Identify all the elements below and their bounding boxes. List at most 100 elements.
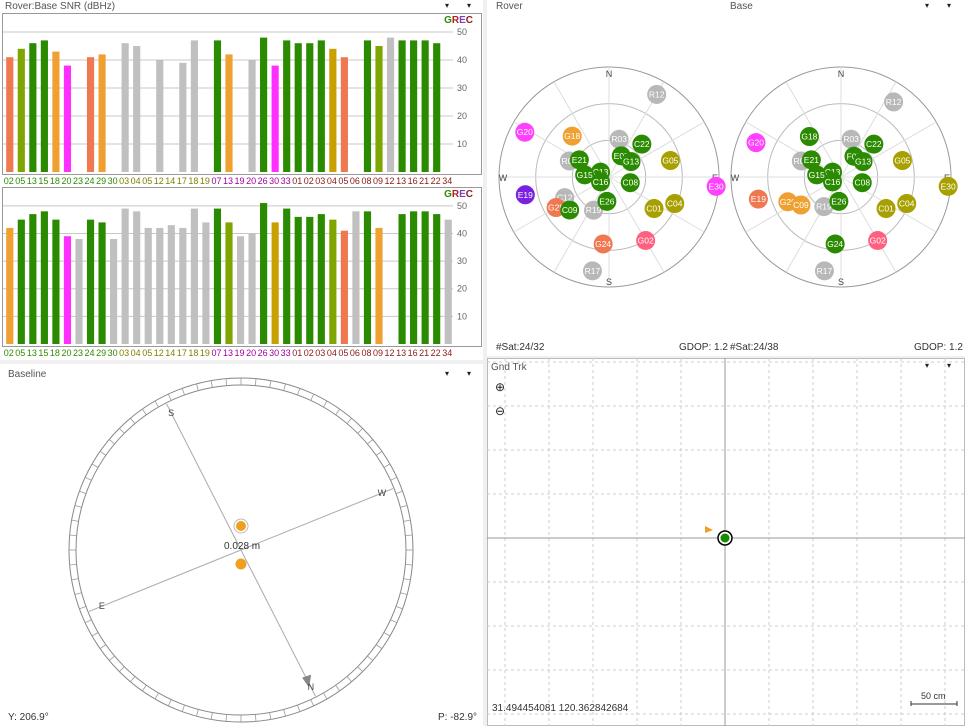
satellite-label: R03 (843, 134, 859, 144)
compass-tick (196, 383, 199, 391)
snr-menu-dropdown[interactable]: ▾ (445, 1, 450, 10)
snr-xlabels-rover: 02 05 13 15 18 20 23 24 29 30 03 04 05 12 14 17 18 19 07 13… (4, 176, 452, 186)
snr-bar (329, 219, 337, 344)
compass-tick (310, 393, 315, 401)
snr-bar (17, 219, 25, 344)
snr-prn-label: 03 (119, 348, 129, 358)
snr-options-dropdown[interactable]: ▾ (467, 1, 472, 10)
snr-bar (340, 57, 348, 173)
compass-tick (367, 655, 374, 661)
snr-prn-label: 23 (73, 176, 83, 186)
snr-bar (433, 214, 441, 344)
base-skyplot-title: Base (730, 1, 753, 12)
compass-tick (154, 692, 159, 700)
compass-tick (119, 428, 125, 434)
snr-bar (294, 216, 302, 344)
snr-bar (156, 60, 164, 172)
satellite-marker (706, 176, 726, 196)
legend-e: E (459, 15, 466, 26)
satellite-label: R12 (649, 89, 665, 99)
snr-bar (375, 46, 383, 172)
snr-prn-label: 20 (61, 348, 71, 358)
snr-bar (248, 60, 256, 172)
snr-bar (179, 227, 187, 344)
compass-tick (71, 578, 79, 581)
snr-bar (317, 40, 325, 173)
legend-r: R (451, 189, 460, 200)
snr-prn-label: 16 (408, 176, 418, 186)
satellite-marker (864, 134, 884, 154)
snr-bar (236, 236, 245, 344)
snr-bar (410, 40, 418, 173)
satellite-label: E19 (518, 190, 533, 200)
snr-prn-label: 30 (269, 176, 279, 186)
satellite-marker (799, 127, 819, 147)
satellite-marker (791, 195, 811, 215)
compass-tick (269, 380, 272, 388)
compass-tick (403, 519, 411, 522)
sky-options-dropdown[interactable]: ▾ (947, 1, 952, 10)
compass-tick (283, 709, 286, 717)
gndtrk-menu-dropdown[interactable]: ▾ (925, 361, 930, 370)
sky-menu-dropdown[interactable]: ▾ (925, 1, 930, 10)
base-position-marker (720, 533, 730, 543)
snr-prn-label: 24 (85, 348, 95, 358)
satellite-label: C22 (866, 139, 882, 149)
snr-prn-label: 13 (223, 348, 233, 358)
snr-bar (213, 40, 222, 173)
snr-prn-label: 14 (165, 176, 175, 186)
compass-tick (254, 378, 257, 386)
satellite-marker (621, 152, 641, 172)
snr-prn-label: 21 (419, 176, 429, 186)
snr-prn-label: 03 (315, 176, 325, 186)
gndtrk-options-dropdown[interactable]: ▾ (947, 361, 952, 370)
satellite-label: R19 (816, 202, 832, 212)
satellite-label: R12 (886, 97, 902, 107)
satellite-label: C08 (622, 178, 638, 188)
compass-tick (142, 408, 147, 416)
snr-bar (98, 222, 106, 344)
compass-tick (99, 451, 107, 456)
compass-tick (403, 578, 411, 581)
baseline-options-dropdown[interactable]: ▾ (467, 369, 472, 378)
legend-c: C (465, 189, 473, 200)
compass-tick (400, 592, 408, 595)
snr-bar (306, 43, 314, 173)
y-tick-label: 10 (457, 311, 467, 321)
snr-bar (75, 238, 83, 344)
snr-prn-label: 13 (27, 348, 37, 358)
rover-gdop: GDOP: 1.2 (679, 342, 728, 353)
snr-prn-label: 17 (177, 348, 187, 358)
snr-bar (398, 214, 406, 344)
satellite-label: C12 (557, 193, 573, 203)
snr-prn-label: 04 (327, 348, 337, 358)
snr-prn-label: 24 (85, 176, 95, 186)
satellite-marker (582, 261, 602, 281)
compass-tick (269, 712, 272, 720)
snr-bar (52, 51, 60, 172)
snr-bar (6, 227, 14, 344)
snr-prn-label: 02 (4, 348, 14, 358)
compass-tick (346, 676, 352, 683)
snr-bar (260, 37, 268, 172)
snr-bar (17, 48, 25, 172)
satellite-label: G18 (564, 131, 580, 141)
satellite-marker (515, 185, 535, 205)
snr-prn-label: 04 (131, 176, 141, 186)
satellite-marker (515, 122, 535, 142)
snr-bars-rover: 10 20 30 40 50 (3, 27, 467, 173)
compass-tick (69, 563, 77, 566)
zoom-out-icon[interactable]: ⊖ (494, 404, 506, 418)
satellite-label: G18 (801, 132, 817, 142)
y-tick-label: 30 (457, 83, 467, 93)
snr-bar (63, 65, 72, 172)
baseline-menu-dropdown[interactable]: ▾ (445, 369, 450, 378)
compass-tick (167, 699, 172, 707)
zoom-in-icon[interactable]: ⊕ (494, 380, 506, 394)
snr-bar (98, 54, 106, 172)
baseline-distance: 0.028 m (224, 541, 261, 552)
compass-dir-e: E (99, 601, 105, 611)
sky-dir-w: W (731, 173, 740, 183)
snr-bar (225, 222, 233, 344)
baseline-panel: Baseline ▾ ▾ S N W E 0.028 m Y: 206.9° P: -… (0, 364, 483, 726)
